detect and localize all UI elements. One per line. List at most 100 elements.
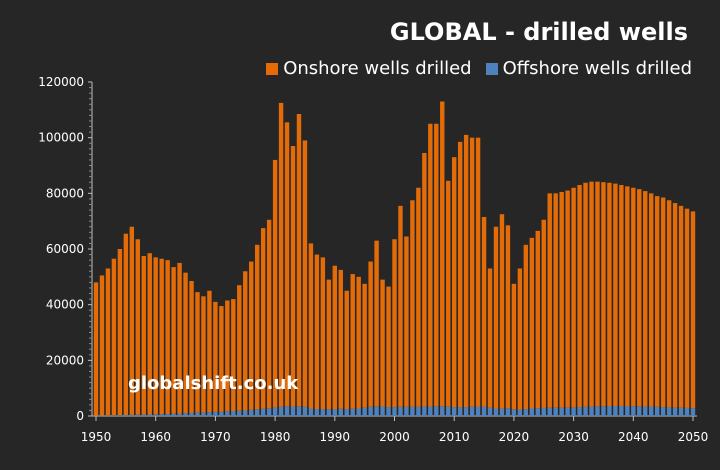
bar-offshore (380, 406, 385, 416)
bar-onshore (660, 197, 666, 408)
bar-offshore (326, 409, 332, 416)
bar-onshore (398, 205, 403, 407)
bar-offshore (416, 406, 421, 416)
bar-onshore (392, 239, 397, 408)
bar-onshore (541, 219, 546, 408)
bar-offshore (290, 406, 296, 416)
y-tick-label: 80000 (46, 186, 84, 200)
bar-onshore (469, 137, 475, 407)
bar-offshore (475, 406, 481, 416)
bar-onshore (207, 290, 212, 413)
bar-offshore (553, 407, 558, 416)
legend-offshore: Offshore wells drilled (485, 58, 692, 79)
bar-onshore (589, 181, 594, 407)
bar-offshore (637, 406, 642, 416)
bar-offshore (201, 412, 206, 416)
bar-offshore (177, 413, 182, 416)
bar-offshore (237, 410, 242, 416)
bar-offshore (410, 406, 415, 416)
bar-onshore (99, 275, 105, 416)
bar-offshore (523, 409, 529, 416)
bar-onshore (595, 181, 600, 407)
bar-offshore (631, 406, 636, 416)
bar-onshore (231, 299, 236, 411)
bar-onshore (195, 292, 200, 413)
bar-onshore (249, 261, 254, 410)
bar-offshore (535, 408, 540, 416)
bar-offshore (511, 409, 517, 416)
bar-offshore (153, 414, 158, 416)
legend-label-onshore: Onshore wells drilled (283, 58, 472, 79)
bar-onshore (529, 237, 535, 409)
bar-onshore (93, 282, 99, 416)
bar-offshore (571, 407, 576, 416)
bar-offshore (225, 411, 230, 416)
bar-onshore (547, 193, 552, 408)
bar-offshore (278, 406, 284, 416)
bar-offshore (398, 406, 403, 416)
bar-onshore (583, 182, 588, 407)
bar-offshore (559, 407, 564, 416)
y-tick-label: 0 (76, 409, 84, 423)
bar-onshore (380, 279, 385, 407)
bar-onshore (153, 257, 158, 415)
bar-offshore (505, 408, 511, 416)
bar-offshore (171, 413, 176, 416)
x-tick-label: 1960 (140, 430, 171, 444)
bar-onshore (237, 285, 242, 411)
bar-onshore (243, 271, 248, 411)
bar-onshore (362, 283, 367, 408)
bar-offshore (117, 415, 123, 416)
bar-onshore (105, 268, 111, 416)
bar-offshore (529, 408, 535, 416)
bar-offshore (243, 410, 248, 416)
bar-onshore (201, 296, 206, 413)
bar-offshore (463, 407, 469, 416)
bar-onshore (422, 152, 427, 407)
legend: Onshore wells drilled Offshore wells dri… (266, 58, 692, 79)
bar-onshore (643, 191, 648, 407)
bar-onshore (625, 186, 630, 406)
bar-offshore (440, 406, 445, 416)
chart-title: GLOBAL - drilled wells (389, 18, 688, 46)
bar-onshore (517, 268, 523, 410)
bar-offshore (547, 407, 552, 416)
bar-onshore (111, 258, 117, 416)
bar-offshore (296, 406, 302, 416)
bar-onshore (308, 243, 314, 409)
bar-offshore (517, 409, 523, 416)
bar-offshore (649, 406, 654, 416)
y-tick-label: 40000 (46, 298, 84, 312)
bar-onshore (404, 236, 409, 407)
y-tick-label: 100000 (38, 131, 84, 145)
watermark: globalshift.co.uk (128, 373, 299, 394)
bar-offshore (147, 414, 152, 416)
bar-offshore (654, 406, 660, 416)
bar-offshore (386, 407, 391, 416)
bar-offshore (577, 407, 582, 416)
bar-onshore (428, 123, 433, 407)
bar-offshore (672, 407, 678, 416)
bar-offshore (541, 407, 546, 416)
bar-offshore (272, 407, 278, 416)
bar-offshore (332, 409, 337, 416)
bar-offshore (625, 405, 630, 416)
bar-onshore (410, 200, 415, 407)
bar-onshore (505, 225, 511, 409)
bar-onshore (511, 283, 517, 410)
bar-onshore (440, 101, 445, 407)
bar-onshore (332, 265, 337, 410)
bar-offshore (583, 406, 588, 416)
bar-offshore (231, 410, 236, 416)
bar-onshore (177, 262, 182, 414)
bar-onshore (559, 191, 564, 408)
bar-offshore (123, 415, 129, 416)
bar-onshore (350, 274, 355, 409)
bar-offshore (392, 407, 397, 416)
bar-offshore (452, 407, 457, 416)
x-tick-label: 2000 (379, 430, 410, 444)
bar-onshore (601, 182, 606, 407)
bar-offshore (660, 407, 666, 416)
x-tick-label: 2030 (558, 430, 589, 444)
